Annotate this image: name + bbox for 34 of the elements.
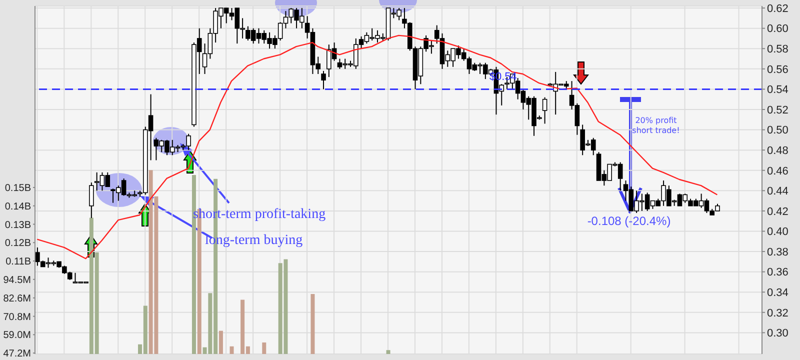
- y2-tick-label: 82.6M: [3, 293, 31, 304]
- y-tick-label: 0.42: [767, 206, 788, 218]
- annotation: short trade!: [632, 126, 680, 135]
- y-tick-label: 0.54: [767, 84, 788, 96]
- y-tick-label: 0.40: [767, 226, 788, 238]
- y-tick-label: 0.46: [767, 165, 788, 178]
- y2-tick-label: 47.2M: [3, 348, 31, 360]
- y-tick-label: 0.52: [767, 104, 788, 116]
- y-tick-label: 0.56: [767, 64, 788, 76]
- y-tick-label: 0.38: [767, 246, 788, 258]
- y2-tick-label: 0.12B: [4, 238, 32, 250]
- y2-tick-label: 70.8M: [3, 312, 31, 323]
- y2-tick-label: 94.5M: [3, 274, 31, 286]
- y-tick-label: 0.48: [767, 144, 788, 157]
- annotation: -0.108 (-20.4%): [587, 214, 671, 228]
- y-tick-label: 0.36: [767, 266, 788, 279]
- y-tick-label: 0.34: [767, 287, 788, 300]
- y-tick-label: 0.50: [767, 124, 788, 137]
- y2-tick-label: 0.11B: [6, 256, 32, 268]
- line-series: [36, 34, 718, 260]
- y-tick-label: 0.30: [767, 328, 788, 340]
- annotation: 20% profit: [635, 116, 677, 125]
- candlestick: [542, 96, 548, 124]
- candlestick: [321, 70, 326, 90]
- y2-tick-label: 59.0M: [3, 330, 31, 342]
- y2-tick-label: 0.13B: [4, 220, 32, 231]
- y-tick-label: 0.44: [767, 186, 788, 198]
- y2-tick-label: 0.15B: [4, 183, 32, 194]
- y-tick-label: 0.58: [767, 44, 788, 56]
- y-tick-label: 0.62: [767, 2, 788, 15]
- y-tick-label: 0.32: [767, 307, 788, 320]
- y-tick-label: 0.60: [767, 23, 788, 36]
- y2-tick-label: 0.14B: [4, 201, 32, 212]
- candlestick: [89, 182, 94, 219]
